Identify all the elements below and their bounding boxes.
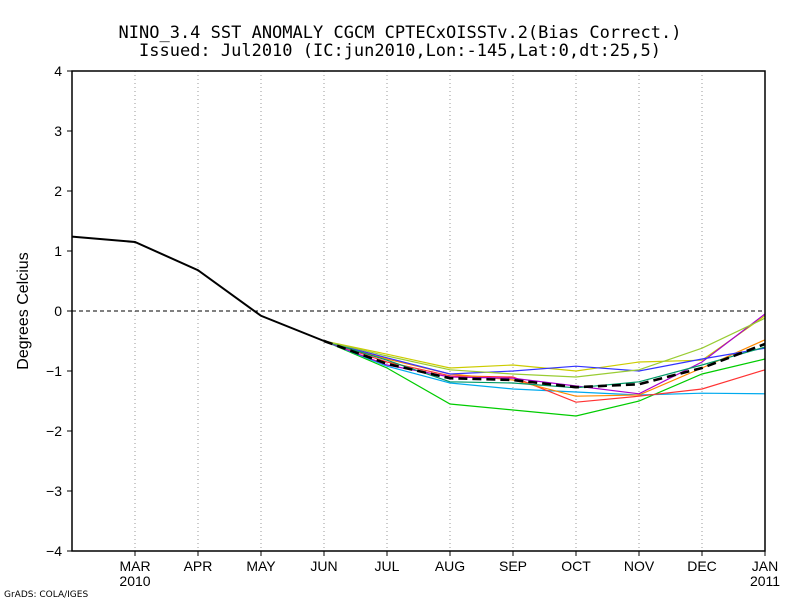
x-year-label: 2010 (119, 573, 150, 589)
x-tick-label: APR (184, 558, 213, 574)
y-tick-label: 2 (54, 183, 62, 199)
series-line-member-8 (323, 340, 766, 389)
x-tick-label: OCT (561, 558, 591, 574)
credit-label: GrADS: COLA/IGES (4, 590, 88, 600)
x-tick-label: MAR (119, 558, 150, 574)
series-line-member-9 (323, 317, 766, 378)
x-tick-label: JUL (375, 558, 400, 574)
y-axis: 4 3 2 1 0 −1 −2 −3 −4 (46, 63, 72, 559)
x-tick-label: JUN (310, 558, 337, 574)
x-tick-label: NOV (624, 558, 655, 574)
series-line-member-7 (323, 340, 766, 375)
x-tick-label: SEP (499, 558, 527, 574)
y-tick-label: 0 (54, 303, 62, 319)
series-line-member-1 (323, 340, 766, 417)
x-tick-label: MAY (246, 558, 276, 574)
series-line-ensemble-mean (323, 339, 766, 389)
series-line-member-4 (323, 339, 766, 397)
y-tick-label: 4 (54, 63, 62, 79)
y-tick-label: 3 (54, 123, 62, 139)
series-line-member-2 (323, 340, 766, 396)
y-tick-label: −1 (46, 363, 62, 379)
chart-subtitle: Issued: Jul2010 (IC:jun2010,Lon:-145,Lat… (139, 41, 661, 61)
x-tick-label: JAN (752, 558, 778, 574)
y-tick-label: −4 (46, 543, 62, 559)
series-layer (71, 235, 766, 417)
x-axis: MAR APR MAY JUN JUL AUG SEP OCT NOV DEC JAN 2010 201… (119, 551, 780, 589)
x-tick-label: AUG (435, 558, 465, 574)
y-tick-label: 1 (54, 243, 62, 259)
x-tick-label: DEC (687, 558, 717, 574)
y-axis-label: Degrees Celcius (15, 252, 32, 369)
y-tick-label: −3 (46, 483, 62, 499)
chart-title: NINO_3.4 SST ANOMALY CGCM CPTECxOISSTv.2… (119, 23, 682, 43)
series-line-observed (71, 235, 325, 342)
series-line-member-6 (323, 313, 766, 395)
y-tick-label: −2 (46, 423, 62, 439)
x-year-label: 2011 (750, 573, 780, 589)
